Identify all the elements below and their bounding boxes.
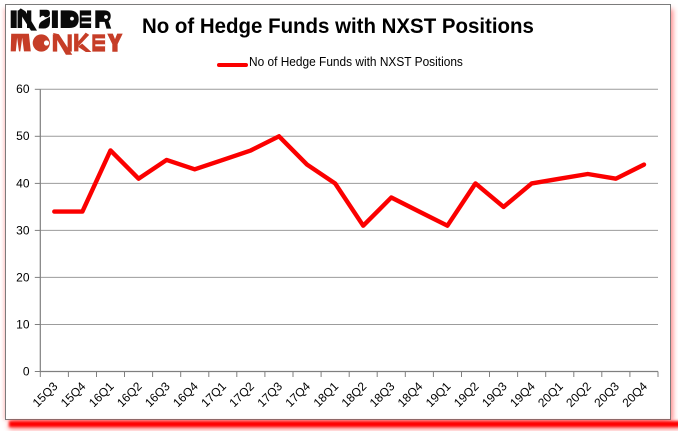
svg-text:18Q1: 18Q1	[311, 379, 342, 410]
svg-text:17Q2: 17Q2	[226, 379, 257, 410]
svg-text:17Q4: 17Q4	[282, 379, 313, 410]
svg-text:19Q3: 19Q3	[479, 379, 510, 410]
svg-text:20Q4: 20Q4	[619, 379, 650, 410]
svg-text:15Q4: 15Q4	[58, 379, 89, 410]
svg-text:15Q3: 15Q3	[30, 379, 61, 410]
svg-text:18Q4: 18Q4	[395, 379, 426, 410]
svg-text:60: 60	[16, 82, 30, 96]
svg-text:20Q1: 20Q1	[535, 379, 566, 410]
svg-text:20Q2: 20Q2	[563, 379, 594, 410]
svg-text:16Q1: 16Q1	[86, 379, 117, 410]
svg-text:18Q2: 18Q2	[339, 379, 370, 410]
svg-text:20Q3: 20Q3	[591, 379, 622, 410]
svg-text:17Q1: 17Q1	[198, 379, 229, 410]
svg-text:10: 10	[16, 317, 30, 331]
svg-text:30: 30	[16, 223, 30, 237]
svg-text:18Q3: 18Q3	[367, 379, 398, 410]
svg-text:0: 0	[23, 364, 30, 378]
svg-text:20: 20	[16, 270, 30, 284]
svg-text:50: 50	[16, 129, 30, 143]
svg-text:16Q3: 16Q3	[142, 379, 173, 410]
svg-text:17Q3: 17Q3	[254, 379, 285, 410]
svg-text:19Q2: 19Q2	[451, 379, 482, 410]
svg-text:16Q2: 16Q2	[114, 379, 145, 410]
svg-text:16Q4: 16Q4	[170, 379, 201, 410]
svg-text:19Q1: 19Q1	[423, 379, 454, 410]
svg-text:40: 40	[16, 176, 30, 190]
svg-text:19Q4: 19Q4	[507, 379, 538, 410]
